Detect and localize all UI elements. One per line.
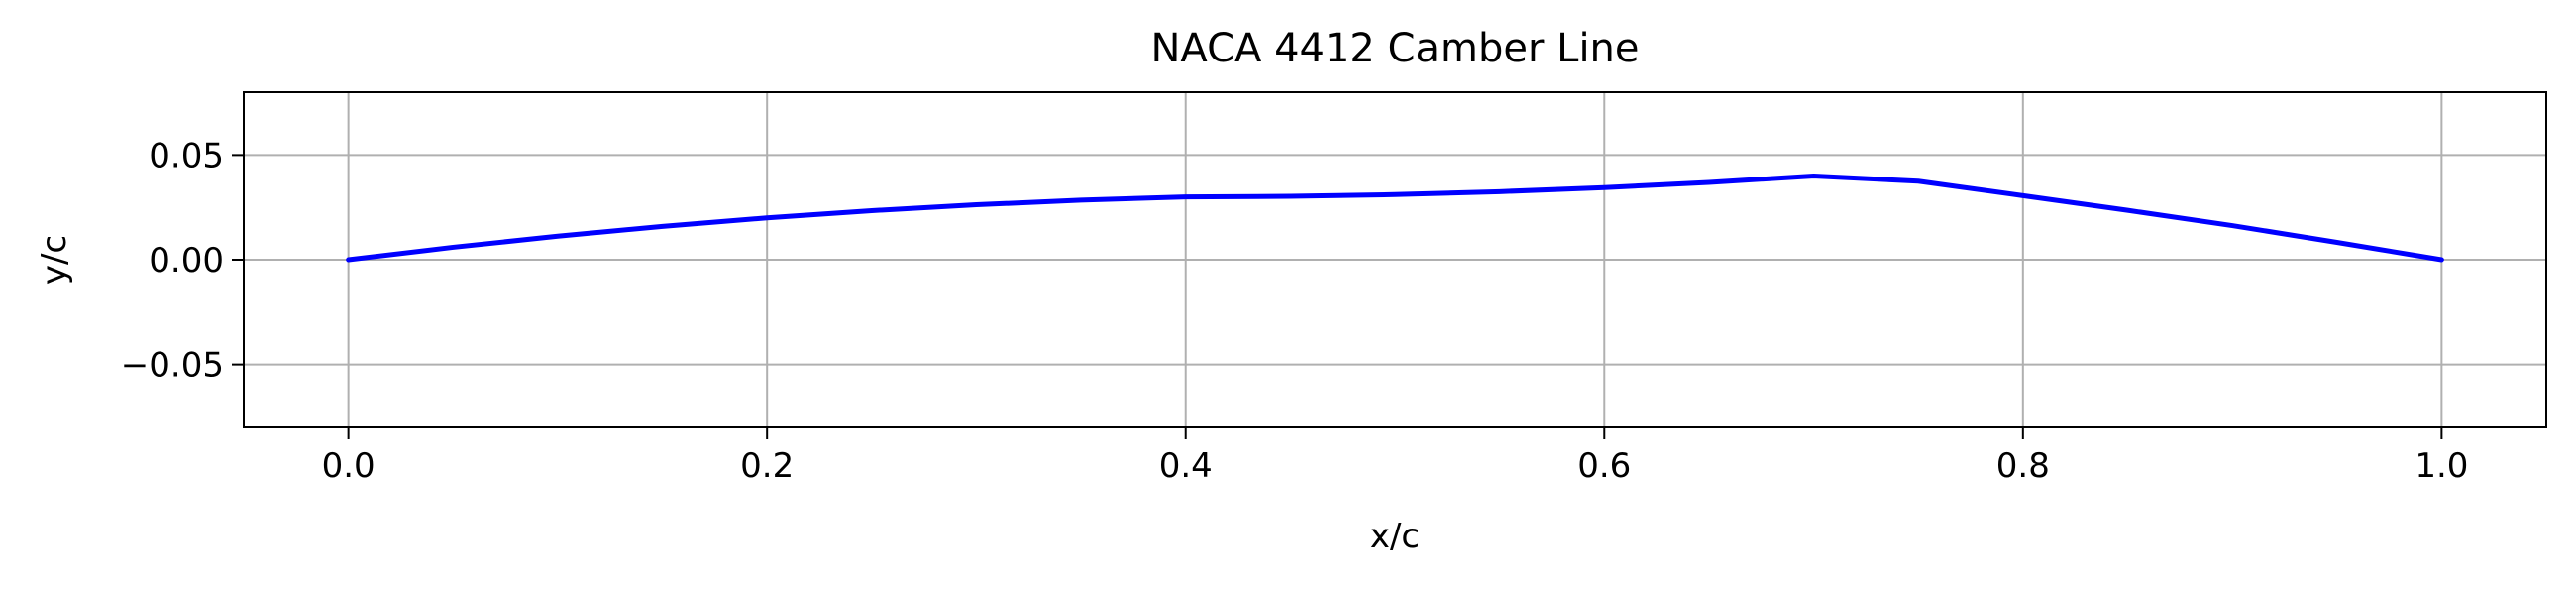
- series-layer: [346, 174, 2444, 263]
- x-axis-ticks: 0.0 0.2 0.4 0.6 0.8 1.0: [322, 427, 2468, 486]
- grid-lines: [244, 92, 2546, 427]
- y-tick-label: −0.05: [121, 346, 224, 386]
- y-tick-label: 0.05: [149, 136, 224, 176]
- y-axis-label: y/c: [35, 235, 74, 285]
- x-tick-label: 1.0: [2415, 446, 2468, 486]
- y-tick-label: 0.00: [149, 241, 224, 281]
- x-tick-label: 0.6: [1577, 446, 1631, 486]
- y-axis-ticks: −0.05 0.00 0.05: [121, 136, 244, 386]
- x-tick-label: 0.8: [1996, 446, 2050, 486]
- x-tick-label: 0.2: [740, 446, 794, 486]
- x-tick-label: 0.4: [1159, 446, 1213, 486]
- x-tick-label: 0.0: [322, 446, 376, 486]
- x-axis-label: x/c: [1370, 517, 1420, 556]
- chart-title: NACA 4412 Camber Line: [1150, 26, 1639, 71]
- camber-line-series: [346, 174, 2444, 263]
